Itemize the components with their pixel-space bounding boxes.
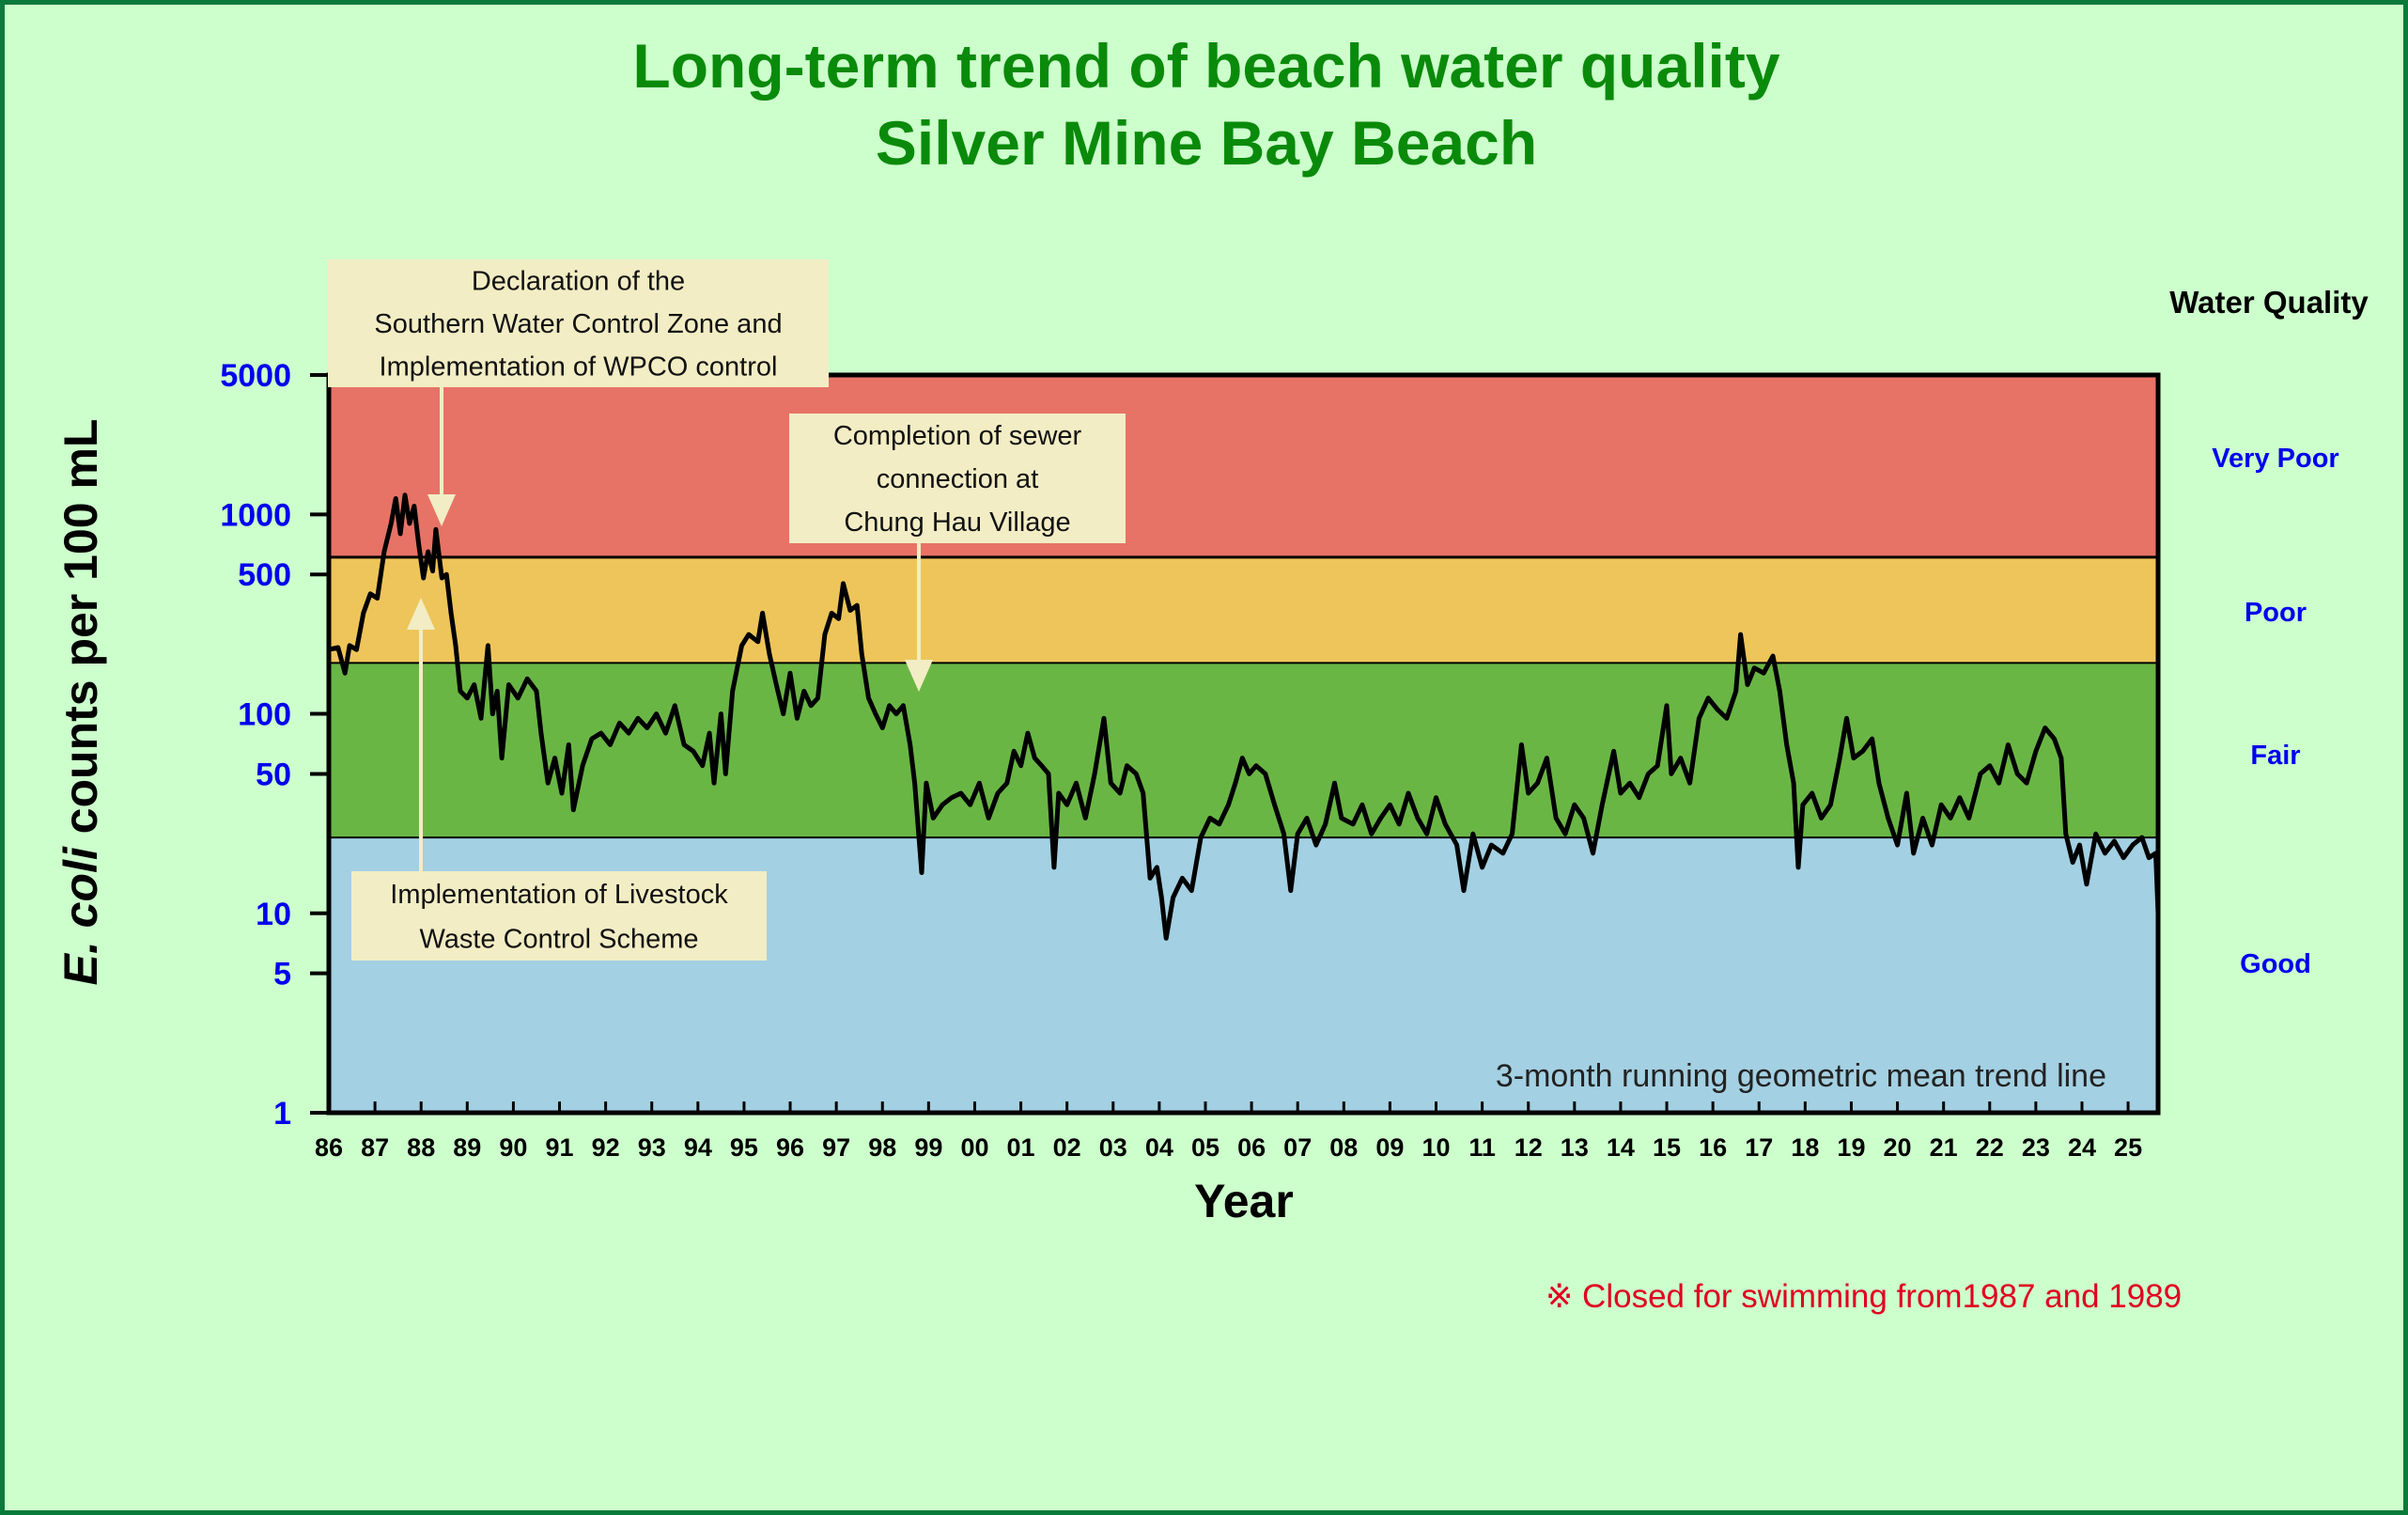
y-tick-label: 10 <box>256 897 291 932</box>
x-tick-label: 87 <box>361 1133 389 1162</box>
annotation-text: Chung Hau Village <box>844 508 1070 538</box>
x-tick-label: 88 <box>407 1133 435 1162</box>
x-tick-label: 09 <box>1375 1133 1404 1162</box>
x-tick-label: 92 <box>592 1133 620 1162</box>
annotation-box <box>328 259 829 387</box>
x-tick-label: 08 <box>1329 1133 1358 1162</box>
annotation-arrowhead-icon <box>427 494 456 526</box>
annotation-text: connection at <box>877 464 1039 494</box>
y-tick-label: 5000 <box>220 358 291 394</box>
band-label-good: Good <box>2240 949 2311 979</box>
annotation-box <box>789 414 1126 543</box>
x-tick-label: 04 <box>1145 1133 1173 1162</box>
y-tick-label: 5 <box>273 957 291 992</box>
x-tick-label: 90 <box>499 1133 527 1162</box>
x-tick-label: 07 <box>1283 1133 1312 1162</box>
x-tick-label: 97 <box>822 1133 850 1162</box>
y-axis-label-rest: counts per 100 mL <box>54 419 107 848</box>
chart-svg: Long-term trend of beach water quality S… <box>54 31 2369 1315</box>
trend-line-label: 3-month running geometric mean trend lin… <box>1496 1058 2106 1094</box>
band-very-poor <box>329 375 2158 557</box>
x-tick-label: 20 <box>1884 1133 1912 1162</box>
x-tick-label: 91 <box>545 1133 573 1162</box>
x-tick-label: 24 <box>2068 1133 2096 1162</box>
x-tick-label: 06 <box>1237 1133 1266 1162</box>
x-tick-label: 03 <box>1099 1133 1127 1162</box>
annotation-text: Implementation of Livestock <box>390 880 728 910</box>
x-tick-label: 25 <box>2114 1133 2142 1162</box>
annotation-text: Implementation of WPCO control <box>380 351 778 382</box>
band-label-fair: Fair <box>2250 741 2300 771</box>
band-label-very-poor: Very Poor <box>2212 444 2338 474</box>
y-tick-label: 1000 <box>220 497 291 533</box>
annotation-text: Completion of sewer <box>833 421 1082 451</box>
annotation-text: Declaration of the <box>472 267 685 297</box>
x-tick-label: 13 <box>1561 1133 1589 1162</box>
x-tick-label: 99 <box>914 1133 942 1162</box>
annotation-box <box>351 871 767 961</box>
x-tick-label: 05 <box>1191 1133 1220 1162</box>
x-axis-label: Year <box>1194 1175 1294 1227</box>
x-tick-label: 94 <box>684 1133 712 1162</box>
x-tick-label: 98 <box>868 1133 896 1162</box>
x-tick-label: 11 <box>1468 1133 1496 1162</box>
x-tick-label: 18 <box>1791 1133 1819 1162</box>
x-tick-label: 14 <box>1607 1133 1635 1162</box>
annotation-arrowhead-icon <box>407 598 435 630</box>
y-axis-label-italic: E. coli <box>54 846 107 985</box>
chart-subtitle: Silver Mine Bay Beach <box>876 108 1537 178</box>
band-fair <box>329 663 2158 838</box>
x-tick-label: 19 <box>1837 1133 1865 1162</box>
chart-title: Long-term trend of beach water quality <box>632 31 1779 101</box>
x-tick-label: 01 <box>1007 1133 1035 1162</box>
y-tick-label: 1 <box>273 1096 291 1132</box>
x-tick-label: 93 <box>638 1133 666 1162</box>
x-tick-label: 23 <box>2022 1133 2050 1162</box>
x-tick-label: 86 <box>315 1133 343 1162</box>
y-tick-label: 500 <box>238 557 291 593</box>
trend-line <box>328 492 2161 941</box>
x-tick-label: 15 <box>1653 1133 1681 1162</box>
x-tick-label: 21 <box>1930 1133 1958 1162</box>
y-tick-label: 100 <box>238 697 291 733</box>
y-axis-label: E. coli counts per 100 mL <box>54 419 107 986</box>
x-tick-label: 00 <box>960 1133 988 1162</box>
x-tick-label: 17 <box>1745 1133 1773 1162</box>
band-poor <box>329 556 2158 664</box>
y-tick-label: 50 <box>256 757 291 792</box>
x-tick-label: 02 <box>1053 1133 1081 1162</box>
x-tick-label: 16 <box>1699 1133 1727 1162</box>
annotation-text: Waste Control Scheme <box>419 924 698 954</box>
x-tick-label: 96 <box>776 1133 804 1162</box>
x-tick-label: 22 <box>1976 1133 2004 1162</box>
footnote: ※ Closed for swimming from1987 and 1989 <box>1546 1278 2182 1315</box>
band-label-poor: Poor <box>2245 598 2307 628</box>
annotation-text: Southern Water Control Zone and <box>374 309 782 339</box>
plot-frame <box>326 372 2161 1116</box>
x-tick-label: 12 <box>1515 1133 1543 1162</box>
annotation-arrowhead-icon <box>905 660 933 692</box>
water-quality-title: Water Quality <box>2169 285 2369 320</box>
x-tick-label: 10 <box>1421 1133 1450 1162</box>
x-tick-label: 95 <box>730 1133 758 1162</box>
x-tick-label: 89 <box>453 1133 481 1162</box>
